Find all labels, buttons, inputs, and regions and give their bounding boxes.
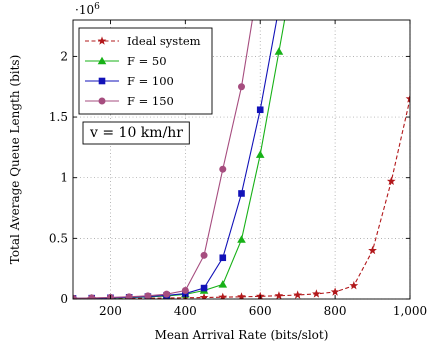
data-point <box>200 251 208 259</box>
data-point <box>199 292 209 299</box>
y-axis-scale-label: ·106 <box>75 2 100 17</box>
legend-marker <box>97 56 107 65</box>
x-tick-label: 200 <box>99 304 122 318</box>
velocity-annotation: v = 10 km/hr <box>82 121 190 145</box>
legend-item: F = 50 <box>85 54 167 68</box>
data-point <box>330 287 340 296</box>
y-tick-label: 1 <box>60 171 68 185</box>
y-tick-label: 0 <box>60 292 68 306</box>
data-point <box>349 281 359 290</box>
data-point <box>274 291 284 299</box>
data-point <box>386 176 396 186</box>
data-point <box>368 245 377 255</box>
legend-marker <box>98 97 106 105</box>
data-point <box>219 165 227 173</box>
data-point <box>255 150 265 158</box>
legend-item: F = 150 <box>85 94 174 108</box>
data-point <box>293 290 303 299</box>
x-tick-label: 400 <box>174 304 197 318</box>
legend-marker <box>98 77 106 85</box>
data-point <box>144 292 152 299</box>
data-point <box>218 280 228 288</box>
data-point <box>125 293 133 299</box>
legend: Ideal system F = 50 F = 100 F = 150 <box>78 27 213 115</box>
data-point <box>405 94 410 103</box>
legend-marker <box>97 36 107 45</box>
x-tick-label: 1,000 <box>393 304 427 318</box>
legend-label: F = 100 <box>127 74 174 88</box>
plot-frame <box>72 19 411 300</box>
x-tick-label: 600 <box>249 304 272 318</box>
data-point <box>73 294 77 299</box>
data-point <box>256 106 264 114</box>
y-tick-label: 1.5 <box>49 110 68 124</box>
data-point <box>237 292 246 299</box>
axis-ticks: 200 400 600 800 1,000 0 0.5 1 1.5 2 <box>49 20 427 318</box>
velocity-annotation-text: v = 10 km/hr <box>89 125 183 141</box>
y-axis-scale-base: ·10 <box>75 3 94 17</box>
legend-item: F = 100 <box>85 74 174 88</box>
data-point <box>88 294 96 299</box>
legend-label: Ideal system <box>127 34 201 48</box>
data-point <box>238 83 245 91</box>
data-point <box>219 254 227 262</box>
data-point <box>238 190 245 197</box>
y-tick-label: 2 <box>60 49 68 63</box>
data-point <box>276 5 283 12</box>
data-point <box>200 284 208 292</box>
legend-label: F = 150 <box>127 94 174 108</box>
y-axis-scale-exponent: 6 <box>94 2 100 12</box>
data-point <box>218 292 228 299</box>
data-point <box>237 235 246 243</box>
data-point <box>181 287 189 295</box>
data-point <box>163 290 171 298</box>
legend-item: Ideal system <box>85 34 201 48</box>
x-tick-label: 800 <box>324 304 347 318</box>
legend-label: F = 50 <box>127 54 167 68</box>
y-tick-label: 0.5 <box>49 231 68 245</box>
data-point <box>274 47 284 55</box>
data-point <box>312 289 321 298</box>
y-axis-title: Total Average Queue Length (bits) <box>8 55 22 265</box>
velocity-annotation-box <box>82 121 190 145</box>
x-axis-title: Mean Arrival Rate (bits/slot) <box>155 328 329 342</box>
